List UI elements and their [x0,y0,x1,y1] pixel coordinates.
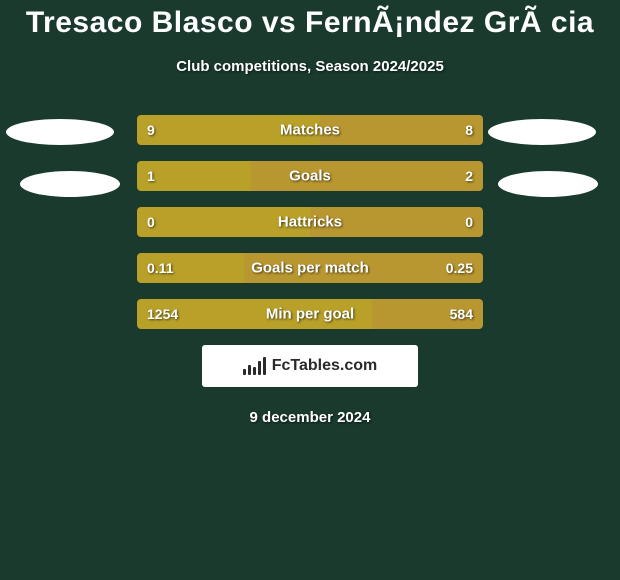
stat-row: 1 2 Goals [137,161,483,191]
footer-date: 9 december 2024 [0,409,620,426]
decorative-ellipse-2 [488,119,596,145]
stat-value-left: 1254 [147,306,178,322]
stat-bar-right [320,115,483,145]
stat-value-right: 8 [465,122,473,138]
decorative-ellipse-3 [498,171,598,197]
stat-value-right: 0.25 [446,260,473,276]
stat-label: Goals per match [251,260,369,277]
stat-row: 1254 584 Min per goal [137,299,483,329]
stat-bar-right [251,161,483,191]
source-logo-text: FcTables.com [272,357,378,375]
decorative-ellipse-1 [20,171,120,197]
stat-value-left: 0.11 [147,260,173,276]
stat-row: 9 8 Matches [137,115,483,145]
bar-chart-icon [243,357,266,375]
page-title: Tresaco Blasco vs FernÃ¡ndez GrÃ cia [0,0,620,40]
stat-value-right: 0 [465,214,473,230]
stat-row: 0.11 0.25 Goals per match [137,253,483,283]
page-subtitle: Club competitions, Season 2024/2025 [0,58,620,75]
source-logo-box: FcTables.com [202,345,418,387]
stat-value-left: 9 [147,122,155,138]
stat-label: Matches [280,122,340,139]
stat-value-left: 0 [147,214,155,230]
stat-row: 0 0 Hattricks [137,207,483,237]
stat-label: Hattricks [278,214,342,231]
stat-label: Goals [289,168,331,185]
stat-label: Min per goal [266,306,354,323]
stat-value-left: 1 [147,168,155,184]
stat-value-right: 584 [450,306,473,322]
stat-value-right: 2 [465,168,473,184]
comparison-chart: 9 8 Matches 1 2 Goals 0 0 Hattricks 0.11 0.25 Goals… [0,115,620,329]
decorative-ellipse-0 [6,119,114,145]
